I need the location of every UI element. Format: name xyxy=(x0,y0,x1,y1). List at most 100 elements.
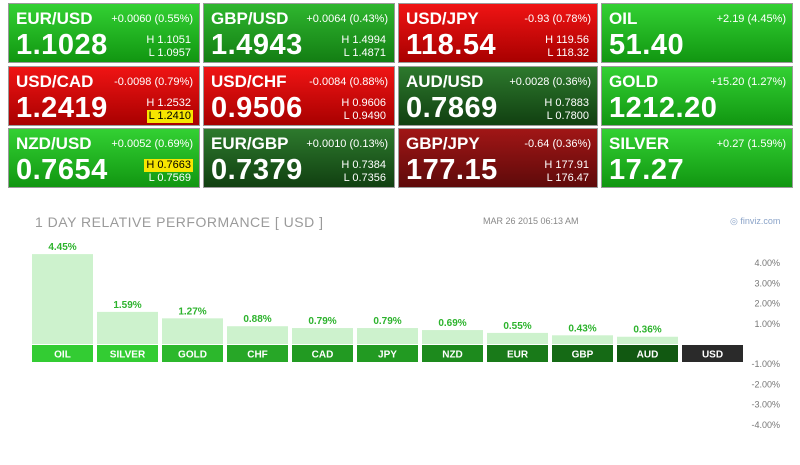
quote-tile-usdjpy[interactable]: USD/JPY -0.93 (0.78%) 118.54 H 119.56 L 118.… xyxy=(398,3,598,63)
price-change: +2.19 (4.45%) xyxy=(716,13,786,25)
quote-tile-eurgbp[interactable]: EUR/GBP +0.0010 (0.13%) 0.7379 H 0.7384 L 0.… xyxy=(203,128,395,188)
ticker-name: USD/JPY xyxy=(406,9,479,28)
category-label-chf: CHF xyxy=(247,350,268,361)
price-change: -0.93 (0.78%) xyxy=(524,13,591,25)
day-low: L 0.7569 xyxy=(148,172,191,184)
last-price: 1212.20 xyxy=(609,92,718,124)
ticker-name: GBP/USD xyxy=(211,9,289,28)
value-label-eur: 0.55% xyxy=(503,321,531,332)
bar-eur xyxy=(487,332,548,344)
day-low: L 0.7356 xyxy=(343,172,386,184)
price-change: -0.0084 (0.88%) xyxy=(309,76,388,88)
last-price: 1.1028 xyxy=(16,29,108,61)
day-high: H 1.1051 xyxy=(146,34,191,46)
value-label-aud: 0.36% xyxy=(633,325,661,336)
category-box-gbp[interactable] xyxy=(552,345,613,362)
category-box-usd[interactable] xyxy=(682,345,743,362)
quote-tile-gold[interactable]: GOLD +15.20 (1.27%) 1212.20 xyxy=(601,66,793,126)
category-label-eur: EUR xyxy=(507,350,529,361)
quote-tile-audusd[interactable]: AUD/USD +0.0028 (0.36%) 0.7869 H 0.7883 L 0.… xyxy=(398,66,598,126)
y-tick-label: -3.00% xyxy=(751,400,780,410)
day-low: L 1.0957 xyxy=(148,47,191,59)
value-label-silver: 1.59% xyxy=(113,300,141,311)
quote-tile-gbpusd[interactable]: GBP/USD +0.0064 (0.43%) 1.4943 H 1.4994 L 1.… xyxy=(203,3,395,63)
category-box-aud[interactable] xyxy=(617,345,678,362)
day-low: L 1.2410 xyxy=(146,110,193,123)
quote-tile-silver[interactable]: SILVER +0.27 (1.59%) 17.27 xyxy=(601,128,793,188)
ticker-name: EUR/USD xyxy=(16,9,93,28)
chart-timestamp: MAR 26 2015 06:13 AM xyxy=(483,216,579,226)
value-label-oil: 4.45% xyxy=(48,242,76,253)
category-label-usd: USD xyxy=(702,350,723,361)
value-label-gbp: 0.43% xyxy=(568,323,596,334)
category-label-silver: SILVER xyxy=(110,350,146,361)
bar-aud xyxy=(617,336,678,344)
brand-logo-icon: ◎ xyxy=(730,216,741,226)
price-change: +15.20 (1.27%) xyxy=(710,76,786,88)
value-label-gold: 1.27% xyxy=(178,306,206,317)
category-label-gold: GOLD xyxy=(178,350,207,361)
price-change: +0.27 (1.59%) xyxy=(716,138,786,150)
brand-name: finviz.com xyxy=(740,216,781,226)
quote-tile-gbpjpy[interactable]: GBP/JPY -0.64 (0.36%) 177.15 H 177.91 L 176.… xyxy=(398,128,598,188)
value-label-nzd: 0.69% xyxy=(438,318,466,329)
last-price: 51.40 xyxy=(609,29,685,61)
price-change: +0.0028 (0.36%) xyxy=(509,76,591,88)
category-label-jpy: JPY xyxy=(378,350,397,361)
last-price: 0.7869 xyxy=(406,92,498,124)
ticker-name: NZD/USD xyxy=(16,134,92,153)
price-change: +0.0060 (0.55%) xyxy=(111,13,193,25)
day-high: H 1.2532 xyxy=(146,97,191,109)
category-label-gbp: GBP xyxy=(572,350,594,361)
day-high: H 1.4994 xyxy=(341,34,386,46)
last-price: 1.4943 xyxy=(211,29,303,61)
y-tick-label: 3.00% xyxy=(754,278,780,288)
bar-gbp xyxy=(552,335,613,344)
day-low: L 0.7800 xyxy=(546,110,589,122)
category-label-oil: OIL xyxy=(54,350,71,361)
category-box-chf[interactable] xyxy=(227,345,288,362)
y-tick-label: -2.00% xyxy=(751,379,780,389)
y-tick-label: 4.00% xyxy=(754,258,780,268)
category-box-nzd[interactable] xyxy=(422,345,483,362)
quote-tile-nzdusd[interactable]: NZD/USD +0.0052 (0.69%) 0.7654 H 0.7663 L 0.… xyxy=(8,128,200,188)
price-change: +0.0010 (0.13%) xyxy=(306,138,388,150)
category-box-jpy[interactable] xyxy=(357,345,418,362)
category-box-silver[interactable] xyxy=(97,345,158,362)
value-label-jpy: 0.79% xyxy=(373,316,401,327)
category-box-cad[interactable] xyxy=(292,345,353,362)
bar-oil xyxy=(32,254,93,344)
bar-nzd xyxy=(422,330,483,344)
value-label-cad: 0.79% xyxy=(308,316,336,327)
y-tick-label: -4.00% xyxy=(751,420,780,430)
quote-tile-oil[interactable]: OIL +2.19 (4.45%) 51.40 xyxy=(601,3,793,63)
ticker-name: SILVER xyxy=(609,134,670,153)
ticker-name: AUD/USD xyxy=(406,72,484,91)
quote-tile-eurusd[interactable]: EUR/USD +0.0060 (0.55%) 1.1028 H 1.1051 L 1.… xyxy=(8,3,200,63)
quote-tile-usdcad[interactable]: USD/CAD -0.0098 (0.79%) 1.2419 H 1.2532 L 1.… xyxy=(8,66,200,126)
quote-tile-usdchf[interactable]: USD/CHF -0.0084 (0.88%) 0.9506 H 0.9606 L 0.… xyxy=(203,66,395,126)
ticker-name: USD/CAD xyxy=(16,72,94,91)
day-high: H 177.91 xyxy=(544,159,589,171)
ticker-name: USD/CHF xyxy=(211,72,287,91)
day-low: L 118.32 xyxy=(547,47,589,59)
day-high: H 0.7663 xyxy=(144,159,193,172)
last-price: 0.7379 xyxy=(211,154,303,186)
ticker-name: GOLD xyxy=(609,72,659,91)
category-box-oil[interactable] xyxy=(32,345,93,362)
chart-brand-link[interactable]: ◎ finviz.com xyxy=(730,216,780,227)
value-label-chf: 0.88% xyxy=(243,314,271,325)
day-low: L 176.47 xyxy=(546,172,589,184)
y-tick-label: 2.00% xyxy=(754,299,780,309)
bar-cad xyxy=(292,328,353,344)
day-high: H 119.56 xyxy=(545,34,589,46)
category-box-gold[interactable] xyxy=(162,345,223,362)
bar-gold xyxy=(162,318,223,344)
category-box-eur[interactable] xyxy=(487,345,548,362)
last-price: 0.9506 xyxy=(211,92,303,124)
price-change: -0.0098 (0.79%) xyxy=(114,76,193,88)
category-label-aud: AUD xyxy=(637,350,659,361)
last-price: 17.27 xyxy=(609,154,685,186)
day-high: H 0.9606 xyxy=(341,97,386,109)
